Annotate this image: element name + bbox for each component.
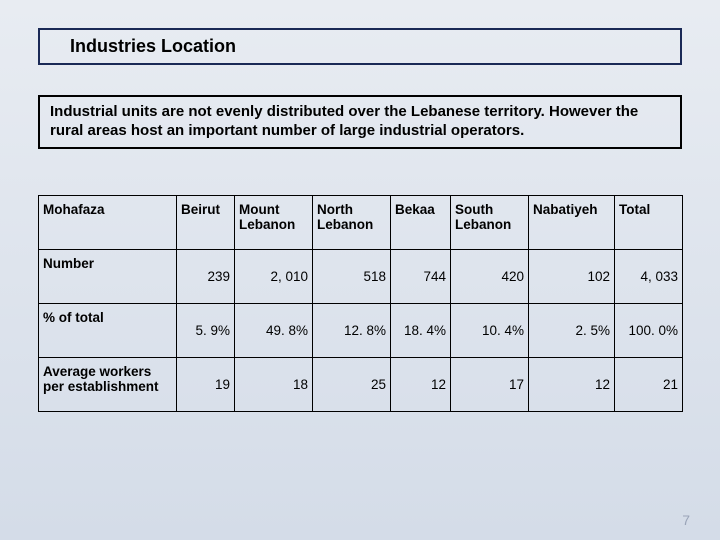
cell-value: 12: [529, 358, 615, 412]
title-box: Industries Location: [38, 28, 682, 65]
col-header-mohafaza: Mohafaza: [39, 196, 177, 250]
table-header-row: Mohafaza Beirut Mount Lebanon North Leba…: [39, 196, 683, 250]
table-row: Average workers per establishment 19 18 …: [39, 358, 683, 412]
cell-value: 10. 4%: [451, 304, 529, 358]
cell-value: 21: [615, 358, 683, 412]
cell-value: 744: [391, 250, 451, 304]
col-header-beirut: Beirut: [177, 196, 235, 250]
col-header-south: South Lebanon: [451, 196, 529, 250]
table-row: % of total 5. 9% 49. 8% 12. 8% 18. 4% 10…: [39, 304, 683, 358]
col-header-mount: Mount Lebanon: [235, 196, 313, 250]
row-label: % of total: [39, 304, 177, 358]
table-row: Number 239 2, 010 518 744 420 102 4, 033: [39, 250, 683, 304]
page-title: Industries Location: [70, 36, 650, 57]
col-header-bekaa: Bekaa: [391, 196, 451, 250]
cell-value: 102: [529, 250, 615, 304]
cell-value: 49. 8%: [235, 304, 313, 358]
description-box: Industrial units are not evenly distribu…: [38, 95, 682, 149]
cell-value: 18. 4%: [391, 304, 451, 358]
cell-value: 518: [313, 250, 391, 304]
cell-value: 18: [235, 358, 313, 412]
cell-value: 4, 033: [615, 250, 683, 304]
industries-table: Mohafaza Beirut Mount Lebanon North Leba…: [38, 195, 683, 412]
cell-value: 2. 5%: [529, 304, 615, 358]
cell-value: 420: [451, 250, 529, 304]
cell-value: 19: [177, 358, 235, 412]
description-text: Industrial units are not evenly distribu…: [50, 103, 670, 141]
cell-value: 100. 0%: [615, 304, 683, 358]
col-header-total: Total: [615, 196, 683, 250]
col-header-nabatiyeh: Nabatiyeh: [529, 196, 615, 250]
cell-value: 239: [177, 250, 235, 304]
cell-value: 12: [391, 358, 451, 412]
row-label: Number: [39, 250, 177, 304]
cell-value: 12. 8%: [313, 304, 391, 358]
col-header-north: North Lebanon: [313, 196, 391, 250]
cell-value: 5. 9%: [177, 304, 235, 358]
cell-value: 25: [313, 358, 391, 412]
cell-value: 2, 010: [235, 250, 313, 304]
cell-value: 17: [451, 358, 529, 412]
page-number: 7: [682, 512, 690, 528]
row-label: Average workers per establishment: [39, 358, 177, 412]
